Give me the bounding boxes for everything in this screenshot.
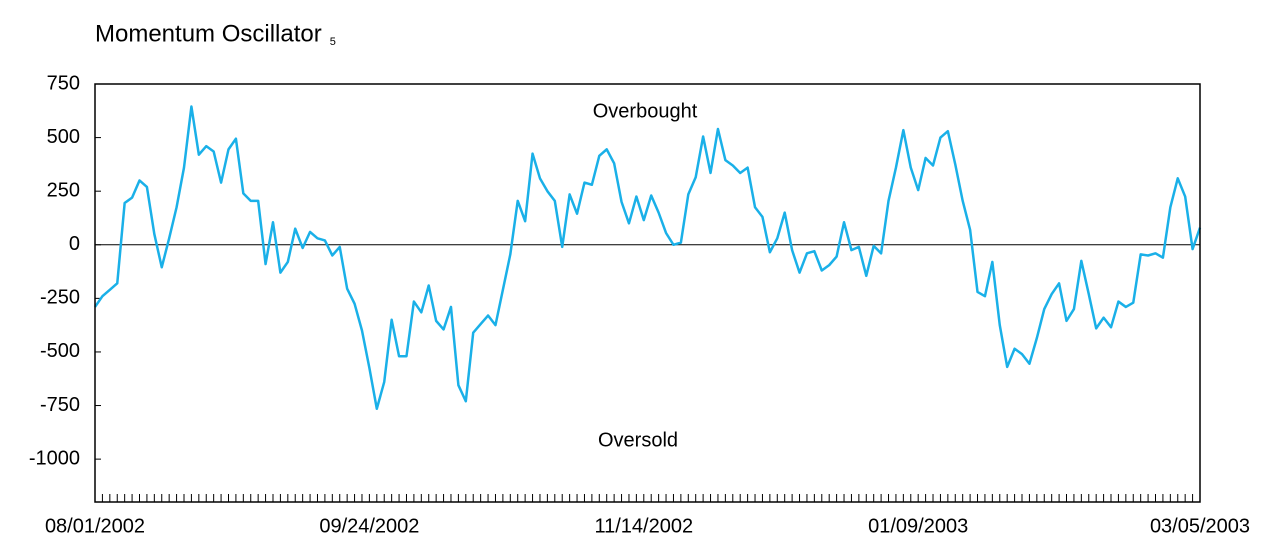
y-tick-label: 0 (69, 233, 80, 255)
y-tick-label: 750 (47, 72, 80, 94)
data-line (93, 105, 1202, 410)
y-tick-label: -250 (40, 287, 80, 309)
chart-title: Momentum Oscillator (95, 20, 322, 47)
plot-frame (94, 83, 1201, 503)
x-tick-label: 01/09/2003 (868, 515, 968, 537)
x-tick-label: 11/14/2002 (594, 515, 693, 537)
title-subscript: 5 (330, 36, 336, 48)
y-tick-label: 250 (47, 179, 80, 201)
x-tick-label: 08/01/2002 (45, 515, 145, 537)
x-tick-label: 09/24/2002 (319, 515, 419, 537)
y-tick-label: -750 (40, 394, 80, 416)
annotation: Oversold (598, 429, 678, 451)
y-tick-label: -1000 (29, 447, 80, 469)
x-tick-label: 03/05/2003 (1150, 515, 1250, 537)
annotation: Overbought (593, 100, 698, 122)
y-tick-label: -500 (40, 340, 80, 362)
y-tick-label: 500 (47, 126, 80, 148)
